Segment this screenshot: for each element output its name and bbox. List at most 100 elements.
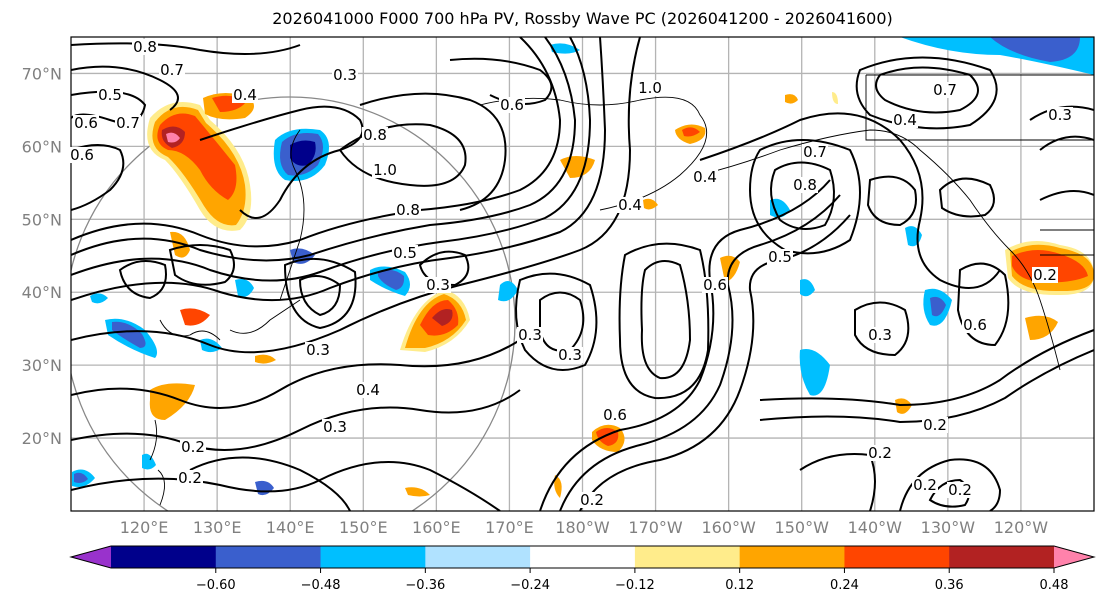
contour-label: 0.3: [868, 326, 892, 344]
contour-label-background: [97, 87, 123, 103]
contour-label-background: [517, 327, 543, 343]
contour-label: 0.5: [393, 244, 417, 262]
contour-label: 0.4: [233, 86, 257, 104]
positive-anomaly-small: [149, 92, 912, 498]
contour-label: 0.2: [1033, 266, 1057, 284]
contour-label-background: [932, 82, 958, 98]
contour-label-background: [132, 39, 158, 55]
contour-label-background: [892, 112, 918, 128]
contour-label-background: [792, 177, 818, 193]
positive-anomaly-160e: [400, 290, 470, 352]
contour-label: 0.5: [768, 248, 792, 266]
contour-label-background: [867, 445, 893, 461]
longitude-label: 160°W: [701, 518, 756, 537]
contour-label: 0.6: [500, 96, 524, 114]
negative-anomaly-north: [550, 37, 1094, 75]
contour-label-background: [637, 80, 663, 96]
contour-label: 0.3: [426, 276, 450, 294]
longitude-label: 160°E: [412, 518, 461, 537]
contour-label-background: [702, 277, 728, 293]
chart-title: 2026041000 F000 700 hPa PV, Rossby Wave …: [272, 9, 893, 28]
colorbar-segment: [634, 546, 741, 568]
contour-label-background: [962, 317, 988, 333]
contour-label-background: [115, 115, 141, 131]
colorbar-tick-label: 0.36: [935, 578, 964, 593]
colorbar-tick-label: −0.12: [615, 578, 655, 593]
anomaly-shading: [72, 37, 1094, 498]
contour-label: 0.5: [98, 86, 122, 104]
contour-label: 0.2: [580, 491, 604, 509]
colorbar-segment: [111, 546, 217, 568]
contour-label-background: [947, 482, 973, 498]
contour-label: 0.7: [116, 114, 140, 132]
contour-label: 0.7: [803, 143, 827, 161]
contour-label: 0.4: [618, 196, 642, 214]
longitude-label: 130°E: [193, 518, 242, 537]
contour-label-background: [395, 202, 421, 218]
longitude-label: 150°E: [339, 518, 388, 537]
contour-label-background: [69, 147, 95, 163]
contour-label-background: [73, 115, 99, 131]
contour-label-background: [1032, 267, 1058, 283]
contour-label-background: [1047, 107, 1073, 123]
contour-label-background: [767, 249, 793, 265]
contour-label-background: [372, 162, 398, 178]
contour-label-background: [232, 87, 258, 103]
longitude-label: 130°W: [921, 518, 976, 537]
longitude-label: 170°E: [485, 518, 534, 537]
colorbar-tick-label: 0.24: [830, 578, 859, 593]
latitude-label: 50°N: [22, 210, 62, 229]
longitude-labels: 120°E 130°E 140°E 150°E 160°E 170°E 180°W 170°W…: [120, 518, 1049, 537]
colorbar-extend-min: [71, 546, 111, 568]
latitude-label: 20°N: [22, 429, 62, 448]
contour-label-background: [867, 327, 893, 343]
colorbar-segment: [739, 546, 845, 568]
latitude-label: 60°N: [22, 137, 62, 156]
map-plot-area: [71, 37, 1094, 511]
colorbar-tick-label: 0.12: [725, 578, 754, 593]
longitude-label: 170°W: [628, 518, 683, 537]
contour-label: 0.3: [518, 326, 542, 344]
contour-label-background: [425, 277, 451, 293]
contour-label-background: [557, 347, 583, 363]
longitude-label: 140°E: [266, 518, 315, 537]
colorbar-segment: [320, 546, 426, 568]
longitude-label: 120°W: [994, 518, 1049, 537]
contour-label: 0.2: [923, 416, 947, 434]
longitude-label: 180°W: [555, 518, 610, 537]
contour-label-background: [617, 197, 643, 213]
contour-label-background: [362, 127, 388, 143]
contour-label: 0.3: [306, 341, 330, 359]
coastlines: [149, 74, 1094, 506]
contour-label: 0.4: [893, 111, 917, 129]
contour-label: 0.4: [693, 168, 717, 186]
longitude-label: 150°W: [775, 518, 830, 537]
contour-label: 0.2: [178, 469, 202, 487]
contour-label-background: [305, 342, 331, 358]
colorbar-segment: [949, 546, 1055, 568]
contour-label-background: [177, 470, 203, 486]
latitude-labels: 20°N 30°N 40°N 50°N 60°N 70°N: [22, 64, 62, 448]
contour-label: 1.0: [373, 161, 397, 179]
contour-label: 0.3: [1048, 106, 1072, 124]
latitude-label: 30°N: [22, 356, 62, 375]
contour-label-background: [180, 439, 206, 455]
contour-label-background: [355, 382, 381, 398]
contour-label: 0.6: [703, 276, 727, 294]
contour-label-background: [159, 62, 185, 78]
reference-circle: [71, 96, 516, 511]
contour-label: 0.2: [181, 438, 205, 456]
colorbar-segment: [425, 546, 531, 568]
contour-label-background: [912, 477, 938, 493]
contour-label-background: [802, 144, 828, 160]
colorbar-tick-label: −0.24: [510, 578, 550, 593]
contour-label: 0.2: [948, 481, 972, 499]
map-frame: [70, 36, 1095, 512]
contour-label-background: [322, 419, 348, 435]
contour-labels: 0.80.70.50.6 0.70.60.40.30.81.00.60.80.50…: [69, 38, 1073, 509]
pv-contours: [71, 37, 1094, 511]
contour-label: 0.2: [913, 476, 937, 494]
contour-label: 0.7: [160, 61, 184, 79]
colorbar-tick-label: −0.48: [301, 578, 341, 593]
